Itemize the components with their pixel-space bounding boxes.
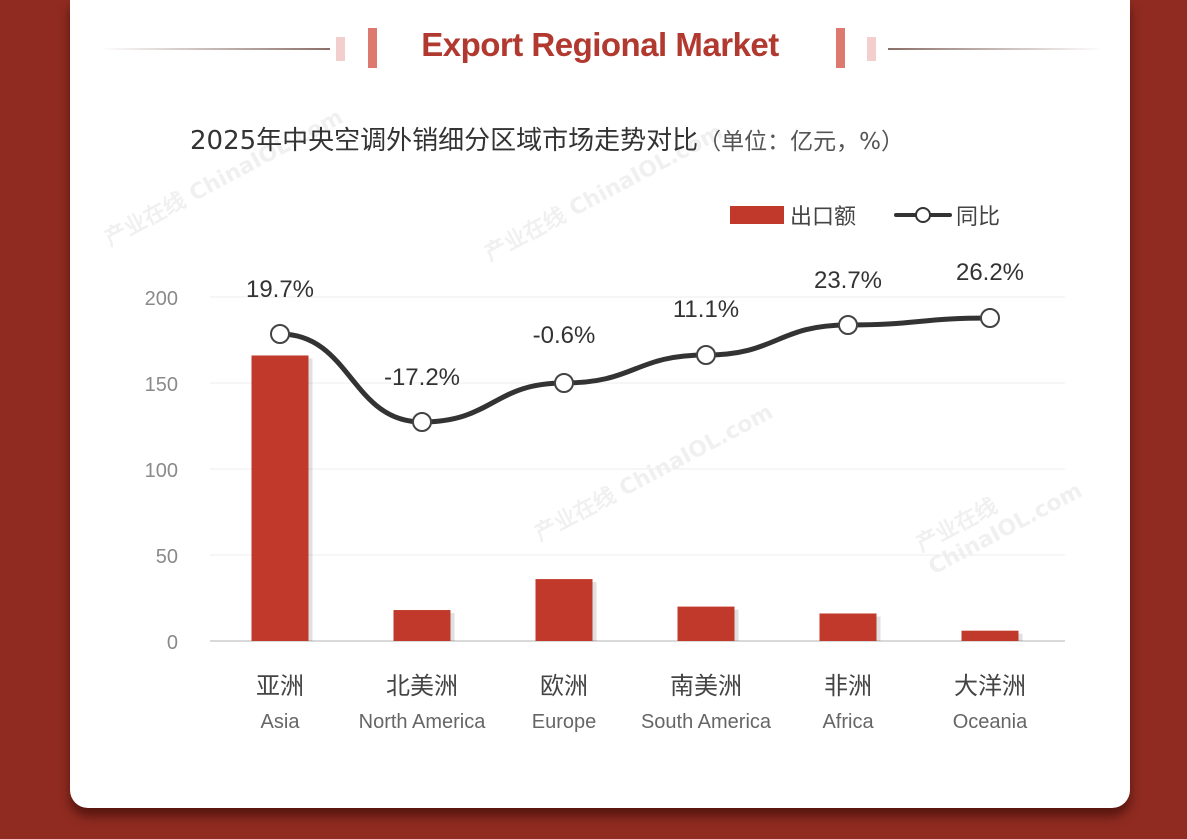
header-deco-dark-right bbox=[836, 28, 845, 68]
frame-right bbox=[1130, 0, 1187, 839]
header-deco-light-right bbox=[867, 37, 876, 61]
yoy-marker bbox=[270, 324, 290, 344]
header-divider-left bbox=[100, 48, 330, 50]
bar-oceania bbox=[961, 630, 1019, 641]
yoy-data-label: -17.2% bbox=[384, 364, 460, 391]
yoy-data-label: -0.6% bbox=[533, 322, 596, 349]
x-category-cn: 欧洲 bbox=[540, 672, 588, 700]
x-category-cn: 北美洲 bbox=[386, 672, 458, 700]
legend-bar-label: 出口额 bbox=[790, 205, 857, 230]
yoy-data-label: 23.7% bbox=[814, 267, 882, 294]
bar-africa bbox=[819, 613, 877, 641]
yoy-marker bbox=[412, 412, 432, 432]
y-tick-label: 100 bbox=[145, 460, 178, 482]
header-deco-light-left bbox=[336, 37, 345, 61]
legend-line-swatch bbox=[894, 206, 953, 224]
yoy-marker bbox=[838, 315, 858, 335]
x-category-cn: 大洋洲 bbox=[954, 672, 1026, 700]
section-header: Export Regional Market bbox=[70, 20, 1130, 78]
chart-title: 2025年中央空调外销细分区域市场走势对比（单位：亿元，%） bbox=[190, 120, 904, 157]
legend-bar-swatch bbox=[730, 206, 784, 224]
chart-legend: 出口额 同比 bbox=[730, 200, 1000, 230]
yoy-data-label: 11.1% bbox=[673, 296, 739, 323]
frame-left bbox=[0, 0, 70, 839]
yoy-marker bbox=[696, 345, 716, 365]
bar-asia bbox=[251, 355, 309, 641]
x-category-en: Africa bbox=[822, 711, 874, 733]
chart-card: Export Regional Market 2025年中央空调外销细分区域市场… bbox=[70, 0, 1130, 808]
chart-title-unit: （单位：亿元，%） bbox=[698, 129, 905, 155]
x-category-en: Asia bbox=[261, 711, 301, 733]
x-category-en: Europe bbox=[532, 711, 597, 733]
bar-north-america bbox=[393, 610, 451, 641]
yoy-marker bbox=[554, 373, 574, 393]
y-tick-label: 150 bbox=[145, 374, 178, 396]
bar-europe bbox=[535, 579, 593, 641]
bar-south-america bbox=[677, 606, 735, 641]
header-deco-dark-left bbox=[368, 28, 377, 68]
y-tick-label: 0 bbox=[167, 632, 178, 654]
chart-plot-area: 0 50 100 150 200 19.7% -17.2% -0.6% 11.1% 23.7% 26… bbox=[145, 259, 1065, 733]
x-category-cn: 非洲 bbox=[824, 672, 872, 700]
chart-title-main: 2025年中央空调外销细分区域市场走势对比 bbox=[190, 126, 699, 156]
yoy-data-label: 19.7% bbox=[246, 276, 314, 303]
x-category-cn: 亚洲 bbox=[256, 672, 304, 700]
yoy-data-label: 26.2% bbox=[956, 259, 1024, 286]
x-category-en: Oceania bbox=[953, 711, 1028, 733]
legend-line-label: 同比 bbox=[956, 205, 1001, 230]
x-category-en: South America bbox=[641, 711, 772, 733]
header-title: Export Regional Market bbox=[421, 26, 779, 63]
x-category-cn: 南美洲 bbox=[670, 672, 742, 700]
x-category-en: North America bbox=[359, 711, 487, 733]
yoy-marker bbox=[980, 308, 1000, 328]
header-divider-right bbox=[888, 48, 1103, 50]
y-tick-label: 50 bbox=[156, 546, 178, 568]
y-tick-label: 200 bbox=[145, 288, 178, 310]
